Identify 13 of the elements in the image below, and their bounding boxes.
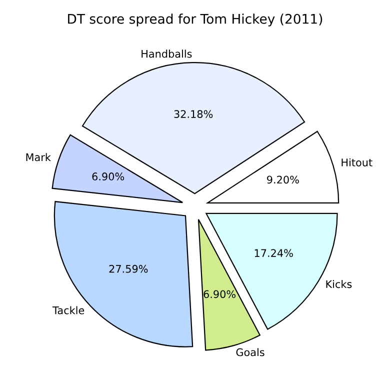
slice-label: Goals (236, 348, 264, 356)
data-label: 32.18% (174, 110, 213, 118)
slice-label: Hitout (342, 158, 372, 166)
chart-title: DT score spread for Tom Hickey (2011) (68, 14, 322, 26)
slice-label: Kicks (326, 280, 352, 288)
slice-label: Mark (26, 153, 51, 162)
data-label: 17.24% (254, 249, 293, 258)
data-label: 6.90% (204, 290, 236, 298)
data-label: 27.59% (109, 264, 148, 273)
data-label: 6.90% (92, 172, 124, 180)
slice-label: Tackle (52, 306, 84, 314)
data-label: 9.20% (267, 176, 299, 184)
slice-label: Handballs (142, 50, 192, 58)
